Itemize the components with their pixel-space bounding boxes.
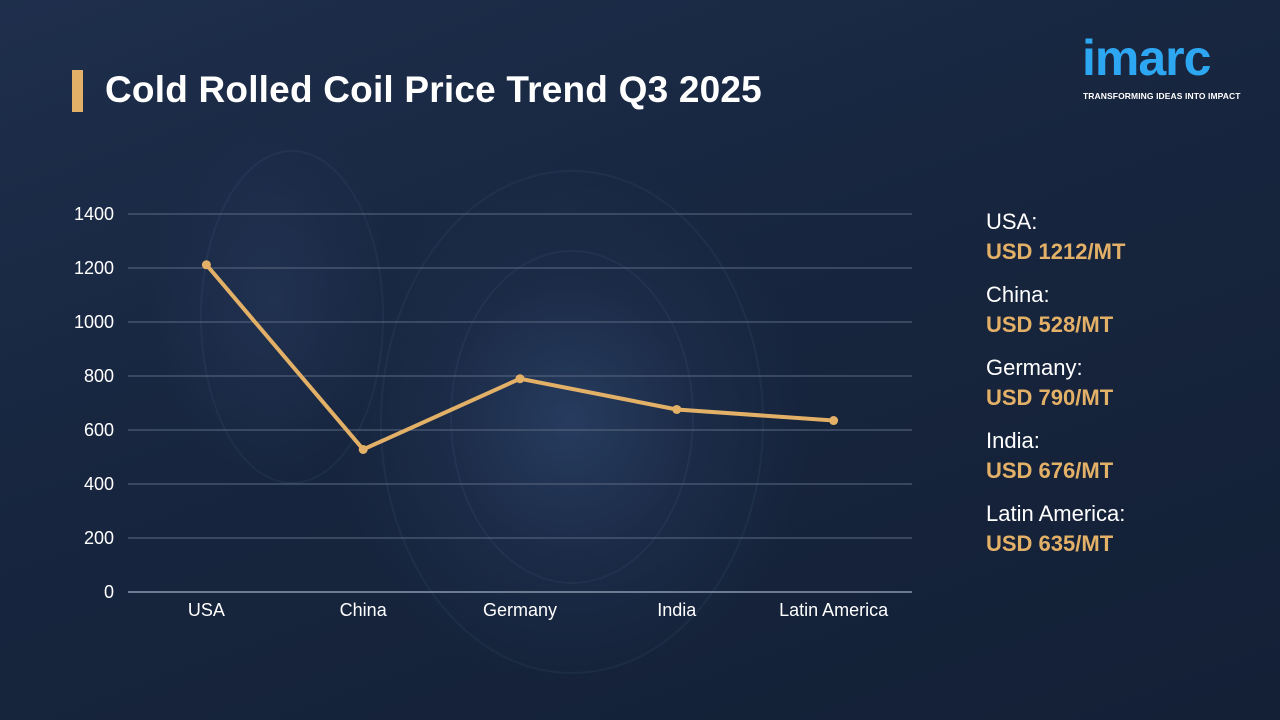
y-tick-label: 600 (84, 420, 114, 440)
background-coil (200, 150, 384, 484)
price-legend: USA: USD 1212/MT China: USD 528/MT Germany: U… (986, 207, 1125, 572)
legend-region: China: (986, 282, 1050, 307)
data-point (829, 416, 839, 426)
y-tick-label: 400 (84, 474, 114, 494)
x-tick-label: India (657, 600, 697, 620)
title-accent-bar (72, 70, 83, 112)
legend-region: Germany: (986, 355, 1083, 380)
legend-item: USA: USD 1212/MT (986, 207, 1125, 267)
data-point (672, 404, 682, 414)
legend-item: China: USD 528/MT (986, 280, 1125, 340)
x-tick-label: USA (188, 600, 225, 620)
y-tick-label: 800 (84, 366, 114, 386)
legend-region: USA: (986, 209, 1038, 234)
legend-region: Latin America: (986, 501, 1126, 526)
y-tick-label: 1000 (74, 312, 114, 332)
y-tick-label: 200 (84, 528, 114, 548)
legend-item: Germany: USD 790/MT (986, 353, 1125, 413)
legend-price: USD 676/MT (986, 458, 1114, 483)
legend-item: India: USD 676/MT (986, 426, 1125, 486)
x-tick-label: Latin America (779, 600, 889, 620)
y-tick-label: 1200 (74, 258, 114, 278)
legend-item: Latin America: USD 635/MT (986, 499, 1125, 559)
data-point (201, 260, 211, 270)
page-title: Cold Rolled Coil Price Trend Q3 2025 (105, 69, 762, 110)
data-point (515, 374, 525, 384)
legend-price: USD 790/MT (986, 385, 1114, 410)
legend-price: USD 1212/MT (986, 239, 1126, 264)
background-coil (380, 170, 764, 674)
background-coil (450, 250, 694, 584)
logo-wordmark: imarc (1082, 30, 1211, 86)
x-tick-label: China (340, 600, 388, 620)
imarc-logo: imarc TRANSFORMING IDEAS INTO IMPACT (1082, 33, 1252, 103)
legend-price: USD 528/MT (986, 312, 1114, 337)
y-tick-label: 0 (104, 582, 114, 602)
logo-tagline: TRANSFORMING IDEAS INTO IMPACT (1083, 91, 1241, 101)
data-point (358, 444, 368, 454)
series-line (204, 263, 834, 452)
legend-region: India: (986, 428, 1040, 453)
y-tick-label: 1400 (74, 204, 114, 224)
legend-price: USD 635/MT (986, 531, 1114, 556)
x-tick-label: Germany (483, 600, 557, 620)
